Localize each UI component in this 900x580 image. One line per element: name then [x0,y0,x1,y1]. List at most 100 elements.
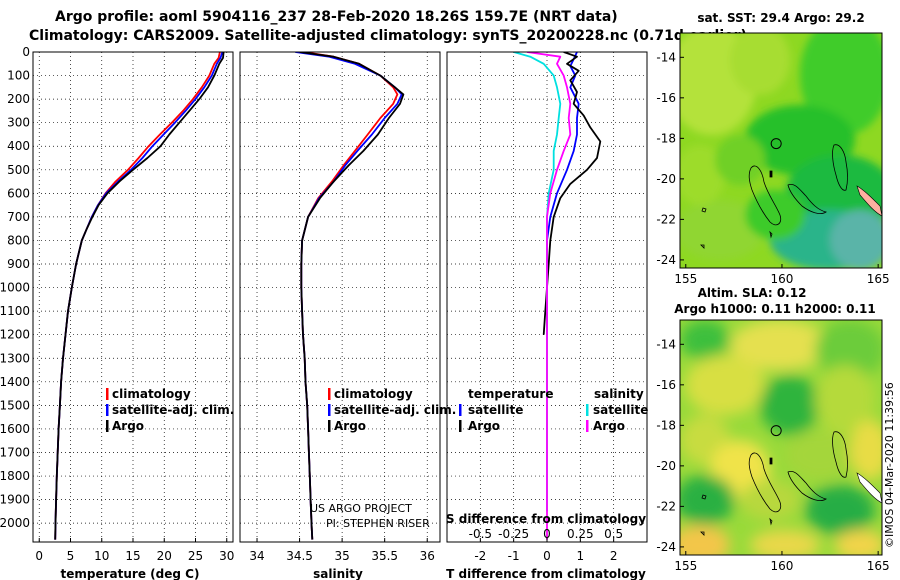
series-argo-salinity- [526,52,572,540]
sla-map-frame [679,319,883,556]
x-tick-label-salinity: 0 [543,527,551,541]
x-tick-label-salinity: 0.25 [567,527,594,541]
sla-field [680,320,882,555]
map-lat-label: -18 [656,418,676,432]
x-tick-label-salinity: -0.25 [498,527,529,541]
difference-xlabel-top: S difference from climatology [446,512,646,526]
temperature-frame [32,51,234,543]
x-tick-label: 5 [67,549,75,563]
legend-label-argo: Argo [334,419,366,433]
map-lat-label: -24 [656,540,676,554]
sla-argo-marker [770,425,782,437]
y-tick-label: 2000 [0,516,30,530]
salinity-panel: 34 34.5 35 35.5 36 salinity US ARGO PROJECT … [239,51,456,580]
legend-title-temperature: temperature [468,387,553,401]
x-tick-label: -2 [474,549,486,563]
y-tick-label: 1300 [0,351,30,365]
x-tick-label-salinity: 0.5 [604,527,623,541]
y-tick-label: 1200 [0,328,30,342]
legend-label-satellite: satellite-adj. clim. [112,403,234,417]
series-climatology [300,52,399,540]
y-tick-label: 200 [7,92,30,106]
series-argo-temperature- [542,52,602,335]
x-tick-label: 35.5 [371,549,398,563]
legend-title-salinity: salinity [594,387,644,401]
legend-swatch-satellite [106,404,109,416]
legend-swatch-argo [106,420,109,432]
y-tick-label: 700 [7,210,30,224]
map-lon-label: 155 [674,272,697,286]
x-tick-label: -1 [508,549,520,563]
temperature-legend: climatology satellite-adj. clim. Argo [106,387,234,433]
map-lon-label: 160 [771,559,794,573]
sla-land-patch [856,472,882,504]
y-tick-label: 1000 [0,281,30,295]
map-lat-label: -16 [656,91,676,105]
series-satellite-adj-clim- [54,52,224,540]
y-tick-label: 100 [7,69,30,83]
series-climatology [54,52,221,540]
legend-label-sat-sal: satellite [593,403,648,417]
sla-map-subtitle: Argo h1000: 0.11 h2000: 0.11 [674,302,875,316]
y-tick-label: 1500 [0,398,30,412]
map-lon-label: 165 [867,272,890,286]
difference-panel: -2 -1 0 1 2 -0.5 -0.25 0 0.25 0.5 T difference fr… [446,51,648,580]
map-lat-label: -20 [656,459,676,473]
legend-swatch-sat-temp [459,404,462,416]
sst-map-title: sat. SST: 29.4 Argo: 29.2 [697,11,864,25]
y-tick-label: 1700 [0,445,30,459]
series-satellite-adj-clim- [295,52,403,540]
sst-field [680,33,882,268]
sst-argo-marker [770,138,782,150]
difference-frame [446,51,648,543]
credit-pi: PI: STEPHEN RISER [326,517,430,530]
map-lat-label: -14 [656,50,676,64]
legend-swatch-satellite [328,404,331,416]
legend-swatch-climatology [328,388,331,400]
map-lon-label: 160 [771,272,794,286]
legend-swatch-argo-sal [586,420,589,432]
sla-map-title: Altim. SLA: 0.12 [698,286,807,300]
legend-label-climatology: climatology [334,387,413,401]
legend-label-satellite: satellite-adj. clim. [334,403,456,417]
legend-label-argo-sal: Argo [593,419,625,433]
y-tick-label: 0 [22,45,30,59]
map-lat-label: -20 [656,172,676,186]
y-tick-label: 1800 [0,469,30,483]
x-tick-label: 10 [94,549,109,563]
y-tick-label: 300 [7,116,30,130]
map-lat-label: -22 [656,499,676,513]
x-tick-label: 0 [35,549,43,563]
series-argo [54,52,225,540]
x-tick-label: 0 [543,549,551,563]
y-tick-label: 1900 [0,493,30,507]
y-tick-label: 400 [7,139,30,153]
y-tick-label: 1600 [0,422,30,436]
x-tick-label: 15 [125,549,140,563]
x-tick-label: 34.5 [286,549,313,563]
x-tick-label: 2 [610,549,618,563]
legend-label-argo-temp: Argo [468,419,500,433]
map-lon-label: 165 [867,559,890,573]
legend-label-argo: Argo [112,419,144,433]
y-tick-label: 800 [7,233,30,247]
salinity-xlabel: salinity [313,567,363,580]
x-tick-label: 36 [420,549,435,563]
sst-map-frame [679,32,883,269]
map-lat-label: -18 [656,131,676,145]
imos-watermark: ©IMOS 04-Mar-2020 11:39:56 [883,382,896,548]
legend-swatch-argo [328,420,331,432]
series-argo [299,52,405,540]
sla-coastlines [700,431,848,536]
series-satellite-salinity- [513,52,562,512]
temperature-panel: 0 5 10 15 20 25 300100200300400500600700800900… [0,45,234,580]
legend-swatch-climatology [106,388,109,400]
y-tick-label: 600 [7,186,30,200]
map-lat-label: -24 [656,253,676,267]
x-tick-label: 20 [157,549,172,563]
title-line1: Argo profile: aoml 5904116_237 28-Feb-20… [55,9,618,25]
x-tick-label: 25 [188,549,203,563]
legend-swatch-sat-sal [586,404,589,416]
y-tick-label: 1100 [0,304,30,318]
